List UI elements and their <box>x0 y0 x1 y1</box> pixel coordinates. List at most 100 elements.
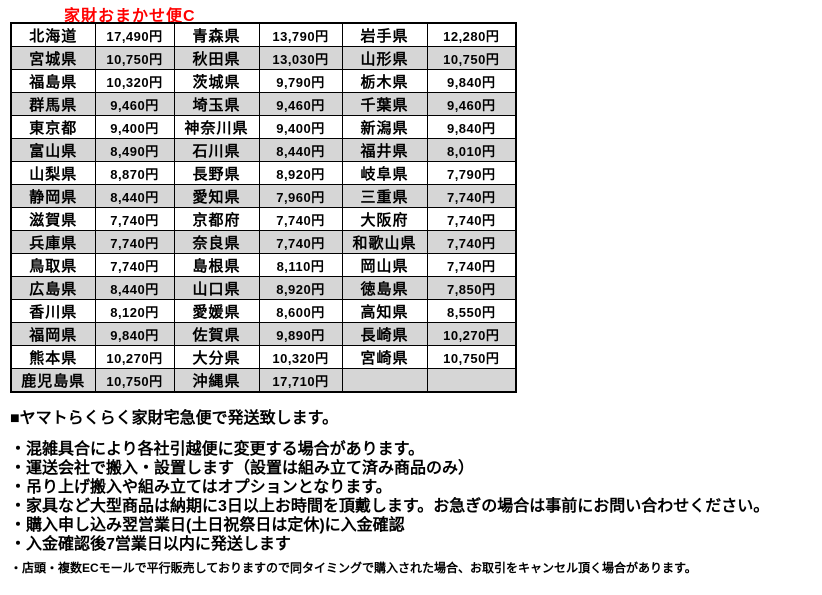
price-cell: 7,740円 <box>94 253 175 277</box>
price-cell: 17,710円 <box>258 368 343 393</box>
prefecture-cell: 高知県 <box>341 299 428 323</box>
price-cell: 7,740円 <box>258 207 343 231</box>
price-cell: 8,600円 <box>258 299 343 323</box>
prefecture-cell: 石川県 <box>173 138 260 162</box>
price-cell: 8,010円 <box>426 138 517 162</box>
table-row: 福岡県 9,840円 佐賀県 9,890円 長崎県 10,270円 <box>10 322 517 346</box>
prefecture-cell: 島根県 <box>173 253 260 277</box>
prefecture-cell: 長野県 <box>173 161 260 185</box>
note-bullet: ・混雑具合により各社引越便に変更する場合があります。 <box>10 441 425 458</box>
prefecture-cell: 福岡県 <box>10 322 96 346</box>
prefecture-cell: 埼玉県 <box>173 92 260 116</box>
note-bullet: ・購入申し込み翌営業日(土日祝祭日は定休)に入金確認 <box>10 517 405 534</box>
prefecture-cell: 京都府 <box>173 207 260 231</box>
table-row: 香川県 8,120円 愛媛県 8,600円 高知県 8,550円 <box>10 299 517 323</box>
price-cell: 10,270円 <box>426 322 517 346</box>
table-row: 富山県 8,490円 石川県 8,440円 福井県 8,010円 <box>10 138 517 162</box>
price-cell: 10,320円 <box>94 69 175 93</box>
price-cell: 9,400円 <box>258 115 343 139</box>
prefecture-cell: 北海道 <box>10 22 96 47</box>
prefecture-cell: 神奈川県 <box>173 115 260 139</box>
price-cell: 9,840円 <box>426 69 517 93</box>
shipping-notes: ■ヤマトらくらく家財宅急便で発送致します。 ・混雑具合により各社引越便に変更する… <box>10 409 815 576</box>
price-cell: 7,740円 <box>426 253 517 277</box>
price-cell: 8,920円 <box>258 161 343 185</box>
price-cell: 17,490円 <box>94 22 175 47</box>
price-cell: 7,740円 <box>94 230 175 254</box>
prefecture-cell: 東京都 <box>10 115 96 139</box>
price-cell: 9,460円 <box>426 92 517 116</box>
prefecture-cell: 愛媛県 <box>173 299 260 323</box>
price-cell: 7,960円 <box>258 184 343 208</box>
prefecture-cell: 青森県 <box>173 22 260 47</box>
table-row: 北海道 17,490円 青森県 13,790円 岩手県 12,280円 <box>10 22 517 47</box>
prefecture-cell: 佐賀県 <box>173 322 260 346</box>
price-cell: 8,440円 <box>94 276 175 300</box>
price-cell: 8,110円 <box>258 253 343 277</box>
price-cell: 10,320円 <box>258 345 343 369</box>
prefecture-cell: 岩手県 <box>341 22 428 47</box>
prefecture-cell: 長崎県 <box>341 322 428 346</box>
prefecture-cell: 兵庫県 <box>10 230 96 254</box>
price-cell: 10,750円 <box>426 46 517 70</box>
price-cell: 7,740円 <box>426 207 517 231</box>
table-row: 山梨県 8,870円 長野県 8,920円 岐阜県 7,790円 <box>10 161 517 185</box>
shipping-price-table: 北海道 17,490円 青森県 13,790円 岩手県 12,280円 宮城県 10,750円… <box>10 22 517 393</box>
table-row: 兵庫県 7,740円 奈良県 7,740円 和歌山県 7,740円 <box>10 230 517 254</box>
prefecture-cell: 愛知県 <box>173 184 260 208</box>
prefecture-cell: 茨城県 <box>173 69 260 93</box>
prefecture-cell: 秋田県 <box>173 46 260 70</box>
price-cell: 7,740円 <box>426 184 517 208</box>
note-bullet: ・入金確認後7営業日以内に発送します <box>10 536 291 553</box>
note-bullet: ・家具など大型商品は納期に3日以上お時間を頂戴します。お急ぎの場合は事前にお問い… <box>10 498 770 515</box>
notes-heading: ■ヤマトらくらく家財宅急便で発送致します。 <box>10 410 339 427</box>
price-cell: 10,750円 <box>94 46 175 70</box>
price-cell: 10,270円 <box>94 345 175 369</box>
price-cell: 9,840円 <box>426 115 517 139</box>
price-cell: 7,850円 <box>426 276 517 300</box>
price-table-body: 北海道 17,490円 青森県 13,790円 岩手県 12,280円 宮城県 10,750円… <box>10 22 517 393</box>
price-cell: 9,790円 <box>258 69 343 93</box>
price-cell: 7,740円 <box>258 230 343 254</box>
price-cell: 7,790円 <box>426 161 517 185</box>
page-title: 家財おまかせ便C <box>64 8 196 25</box>
prefecture-cell: 新潟県 <box>341 115 428 139</box>
price-cell: 9,890円 <box>258 322 343 346</box>
prefecture-cell: 鹿児島県 <box>10 368 96 393</box>
prefecture-cell: 静岡県 <box>10 184 96 208</box>
prefecture-cell: 三重県 <box>341 184 428 208</box>
price-cell: 9,840円 <box>94 322 175 346</box>
price-cell: 9,460円 <box>258 92 343 116</box>
prefecture-cell: 宮崎県 <box>341 345 428 369</box>
prefecture-cell: 富山県 <box>10 138 96 162</box>
price-cell: 8,440円 <box>94 184 175 208</box>
price-cell: 8,550円 <box>426 299 517 323</box>
price-cell: 12,280円 <box>426 22 517 47</box>
prefecture-cell: 香川県 <box>10 299 96 323</box>
price-cell: 8,440円 <box>258 138 343 162</box>
table-row: 鹿児島県 10,750円 沖縄県 17,710円 <box>10 368 517 393</box>
prefecture-cell: 沖縄県 <box>173 368 260 393</box>
price-cell: 8,870円 <box>94 161 175 185</box>
price-cell: 8,920円 <box>258 276 343 300</box>
prefecture-cell: 岐阜県 <box>341 161 428 185</box>
notes-bullet-list: ・混雑具合により各社引越便に変更する場合があります。・運送会社で搬入・設置します… <box>10 440 815 554</box>
table-row: 東京都 9,400円 神奈川県 9,400円 新潟県 9,840円 <box>10 115 517 139</box>
price-cell: 10,750円 <box>94 368 175 393</box>
table-row: 熊本県 10,270円 大分県 10,320円 宮崎県 10,750円 <box>10 345 517 369</box>
notes-footnote: ・店頭・複数ECモールで平行販売しておりますので同タイミングで購入された場合、お… <box>10 561 697 575</box>
note-bullet: ・吊り上げ搬入や組み立てはオプションとなります。 <box>10 479 392 496</box>
prefecture-cell: 和歌山県 <box>341 230 428 254</box>
table-row: 群馬県 9,460円 埼玉県 9,460円 千葉県 9,460円 <box>10 92 517 116</box>
table-row: 福島県 10,320円 茨城県 9,790円 栃木県 9,840円 <box>10 69 517 93</box>
table-row: 滋賀県 7,740円 京都府 7,740円 大阪府 7,740円 <box>10 207 517 231</box>
price-cell: 8,120円 <box>94 299 175 323</box>
note-bullet: ・運送会社で搬入・設置します（設置は組み立て済み商品のみ） <box>10 460 475 477</box>
prefecture-cell: 岡山県 <box>341 253 428 277</box>
prefecture-cell: 山梨県 <box>10 161 96 185</box>
prefecture-cell: 福島県 <box>10 69 96 93</box>
price-cell: 13,790円 <box>258 22 343 47</box>
price-cell <box>426 368 517 393</box>
prefecture-cell: 宮城県 <box>10 46 96 70</box>
prefecture-cell: 群馬県 <box>10 92 96 116</box>
